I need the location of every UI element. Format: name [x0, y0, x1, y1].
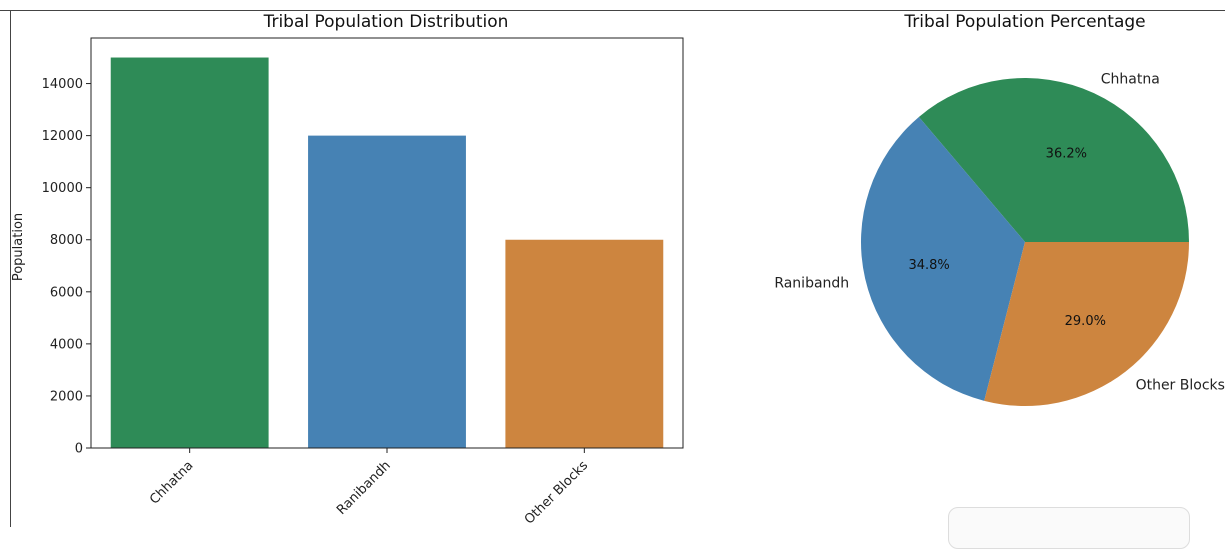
y-tick-label: 14000 [42, 77, 83, 92]
x-tick-label: Other Blocks [522, 458, 591, 527]
pie-percent-label: 29.0% [1065, 314, 1106, 329]
y-tick-label: 12000 [42, 129, 83, 144]
bar-chart-ylabel: Population [11, 213, 26, 281]
bar-plot-frame [90, 37, 684, 449]
bar-ranibandh [308, 135, 466, 448]
pie-percent-label: 36.2% [1046, 147, 1087, 162]
pie-chart-title: Tribal Population Percentage [903, 12, 1145, 32]
y-tick-label: 6000 [50, 285, 83, 300]
bar-chhatna [110, 57, 269, 449]
pie-slice-other-blocks [984, 242, 1189, 406]
frame-top-border [0, 10, 1225, 11]
corner-panel [948, 507, 1190, 549]
pie-slice-ranibandh [861, 116, 1025, 401]
pie-slice-label: Ranibandh [774, 275, 849, 291]
pie-chart: Tribal Population Percentage 36.2% Chhatn… [774, 12, 1225, 406]
pie-slice-label: Chhatna [1101, 71, 1160, 87]
frame-left-border [10, 10, 11, 527]
chart-canvas: Tribal Population Distribution Populatio… [11, 12, 1225, 527]
pie-slice-chhatna [918, 78, 1189, 242]
pie-series: 36.2% Chhatna 34.8% Ranibandh 29.0% Other Blo… [774, 71, 1225, 406]
x-tick-label: Ranibandh [334, 458, 394, 518]
pie-percent-label: 34.8% [908, 258, 949, 273]
bar-series [110, 57, 664, 449]
bar-other-blocks [505, 239, 664, 448]
y-tick-label: 2000 [50, 389, 83, 404]
bar-y-axis: 0 2000 4000 6000 8000 10000 12000 14000 [42, 77, 91, 457]
y-tick-label: 8000 [50, 233, 83, 248]
bar-x-axis: Chhatna Ranibandh Other Blocks [147, 448, 591, 527]
bar-chart: Tribal Population Distribution Populatio… [11, 12, 684, 527]
y-tick-label: 10000 [42, 181, 83, 196]
x-tick-label: Chhatna [147, 458, 196, 507]
y-tick-label: 4000 [50, 337, 83, 352]
y-tick-label: 0 [75, 442, 83, 457]
bar-chart-title: Tribal Population Distribution [263, 12, 509, 32]
pie-slice-label: Other Blocks [1136, 378, 1225, 394]
